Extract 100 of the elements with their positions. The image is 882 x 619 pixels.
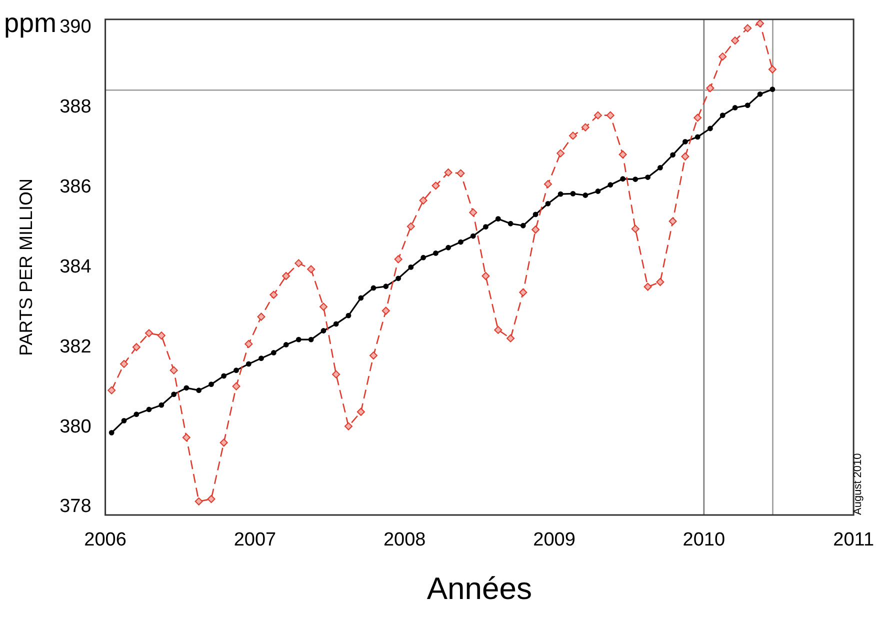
point bbox=[458, 239, 464, 245]
point bbox=[658, 164, 663, 170]
text: ppm bbox=[4, 8, 57, 39]
point bbox=[108, 430, 114, 436]
x-tick-label: 2008 bbox=[383, 530, 426, 551]
x-tick-label: 2009 bbox=[533, 530, 576, 551]
point bbox=[320, 328, 326, 334]
point bbox=[656, 278, 664, 286]
point bbox=[756, 19, 764, 28]
point bbox=[606, 111, 614, 120]
point bbox=[432, 182, 440, 190]
x-tick-label: 2006 bbox=[84, 530, 126, 551]
point bbox=[456, 169, 465, 178]
point bbox=[532, 226, 540, 234]
point bbox=[108, 386, 116, 394]
x-tick-label: 2010 bbox=[682, 530, 726, 551]
point bbox=[121, 418, 127, 424]
point bbox=[283, 342, 289, 348]
point bbox=[258, 356, 264, 362]
y-tick-label: 378 bbox=[60, 496, 92, 518]
point bbox=[470, 233, 476, 239]
point bbox=[681, 152, 690, 160]
point bbox=[731, 36, 740, 45]
point bbox=[419, 196, 428, 204]
point bbox=[495, 216, 501, 222]
point bbox=[744, 24, 752, 32]
point bbox=[757, 91, 763, 97]
point bbox=[532, 212, 538, 218]
point bbox=[232, 382, 240, 390]
point bbox=[383, 284, 389, 290]
point bbox=[184, 385, 190, 391]
point bbox=[506, 334, 515, 342]
point bbox=[568, 132, 577, 140]
point bbox=[408, 264, 414, 270]
point bbox=[556, 149, 565, 158]
point bbox=[694, 134, 700, 140]
point bbox=[145, 329, 153, 338]
point bbox=[120, 360, 128, 368]
point bbox=[520, 222, 526, 228]
point bbox=[370, 285, 376, 291]
point bbox=[770, 86, 776, 92]
y-tick-label: 382 bbox=[60, 336, 92, 358]
point bbox=[270, 290, 278, 299]
point bbox=[645, 174, 650, 180]
point bbox=[694, 114, 702, 122]
x-tick-label: 2011 bbox=[833, 530, 874, 551]
point bbox=[194, 497, 203, 506]
point bbox=[406, 222, 415, 230]
point bbox=[356, 408, 365, 416]
point bbox=[732, 105, 738, 110]
point bbox=[134, 412, 140, 417]
point bbox=[221, 373, 227, 379]
point bbox=[632, 176, 638, 182]
point bbox=[670, 152, 676, 158]
y-tick-label: 380 bbox=[60, 416, 92, 438]
point bbox=[171, 392, 177, 397]
point bbox=[282, 272, 290, 280]
point bbox=[394, 255, 402, 264]
point bbox=[631, 224, 640, 233]
point bbox=[483, 224, 488, 230]
x-tick-label: 2007 bbox=[234, 530, 276, 551]
point bbox=[508, 220, 514, 226]
point bbox=[608, 182, 614, 188]
point bbox=[519, 288, 528, 296]
point bbox=[581, 123, 590, 132]
y-tick-label: 386 bbox=[60, 176, 92, 198]
point bbox=[146, 406, 152, 412]
y-tick-label: 384 bbox=[60, 256, 92, 278]
point bbox=[720, 112, 726, 118]
point bbox=[270, 350, 276, 356]
point bbox=[582, 192, 588, 198]
point bbox=[396, 276, 402, 282]
point bbox=[257, 312, 266, 321]
point bbox=[332, 370, 340, 378]
point bbox=[344, 422, 352, 430]
point bbox=[482, 272, 490, 280]
point bbox=[196, 388, 202, 393]
point bbox=[469, 208, 478, 216]
point bbox=[294, 259, 303, 268]
point bbox=[132, 343, 140, 352]
point bbox=[346, 312, 352, 318]
point bbox=[420, 254, 426, 260]
point bbox=[594, 111, 602, 120]
point bbox=[246, 361, 252, 367]
point bbox=[208, 382, 214, 388]
point bbox=[444, 168, 452, 176]
point bbox=[158, 402, 164, 408]
point bbox=[358, 295, 364, 301]
point bbox=[220, 438, 228, 447]
annotation: August 2010 bbox=[852, 453, 864, 515]
point bbox=[433, 250, 438, 256]
point bbox=[682, 139, 688, 144]
point bbox=[768, 65, 776, 74]
point bbox=[744, 102, 750, 108]
point bbox=[382, 306, 390, 315]
point bbox=[544, 180, 552, 188]
point bbox=[708, 126, 713, 132]
point bbox=[668, 217, 677, 226]
point bbox=[308, 336, 314, 342]
point bbox=[244, 340, 253, 348]
